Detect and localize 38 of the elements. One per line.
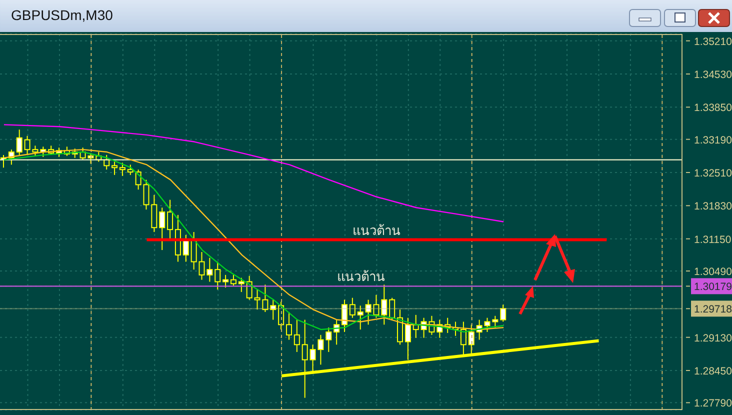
y-tick-label: 1.33190	[694, 134, 732, 146]
candlestick	[286, 311, 292, 340]
candlestick	[349, 297, 356, 318]
candlestick	[16, 129, 22, 156]
candlestick	[238, 277, 244, 292]
candlestick	[119, 162, 126, 176]
y-tick-label: 1.29130	[694, 332, 732, 344]
y-tick-label: 1.35210	[694, 36, 732, 48]
y-tick-label: 1.33850	[694, 102, 732, 114]
y-tick-label: 1.31150	[694, 234, 732, 246]
candlestick	[159, 207, 166, 251]
candlestick	[151, 194, 158, 232]
series-label: แนวต้าน	[352, 224, 401, 239]
y-tick-label: 1.30179	[694, 281, 732, 294]
candlestick	[294, 319, 300, 352]
candlestick	[270, 299, 276, 320]
candlestick	[230, 274, 236, 286]
y-tick-label: 1.28450	[694, 366, 732, 378]
y-tick-label: 1.29718	[694, 304, 732, 316]
y-tick-label: 1.27790	[694, 398, 732, 410]
chart-title: GBPUSDm,M30	[11, 7, 113, 23]
ref-line-label: แนวต้าน	[337, 270, 385, 286]
line-series	[3, 124, 504, 222]
candlestick	[389, 297, 396, 320]
candlestick	[342, 299, 348, 332]
candlestick	[381, 284, 388, 326]
y-tick-label: 1.31830	[694, 200, 732, 213]
y-tick-label: 1.30490	[694, 266, 732, 278]
candlestick	[112, 161, 118, 176]
y-tick-label: 1.32510	[694, 168, 732, 180]
candlestick	[222, 274, 229, 288]
candlestick	[357, 305, 364, 330]
candlestick	[326, 327, 332, 352]
candlestick	[214, 261, 221, 290]
y-tick-label: 1.34530	[694, 68, 732, 81]
candlestick	[500, 304, 506, 322]
candlestick	[127, 164, 134, 176]
candlestick	[167, 199, 174, 240]
